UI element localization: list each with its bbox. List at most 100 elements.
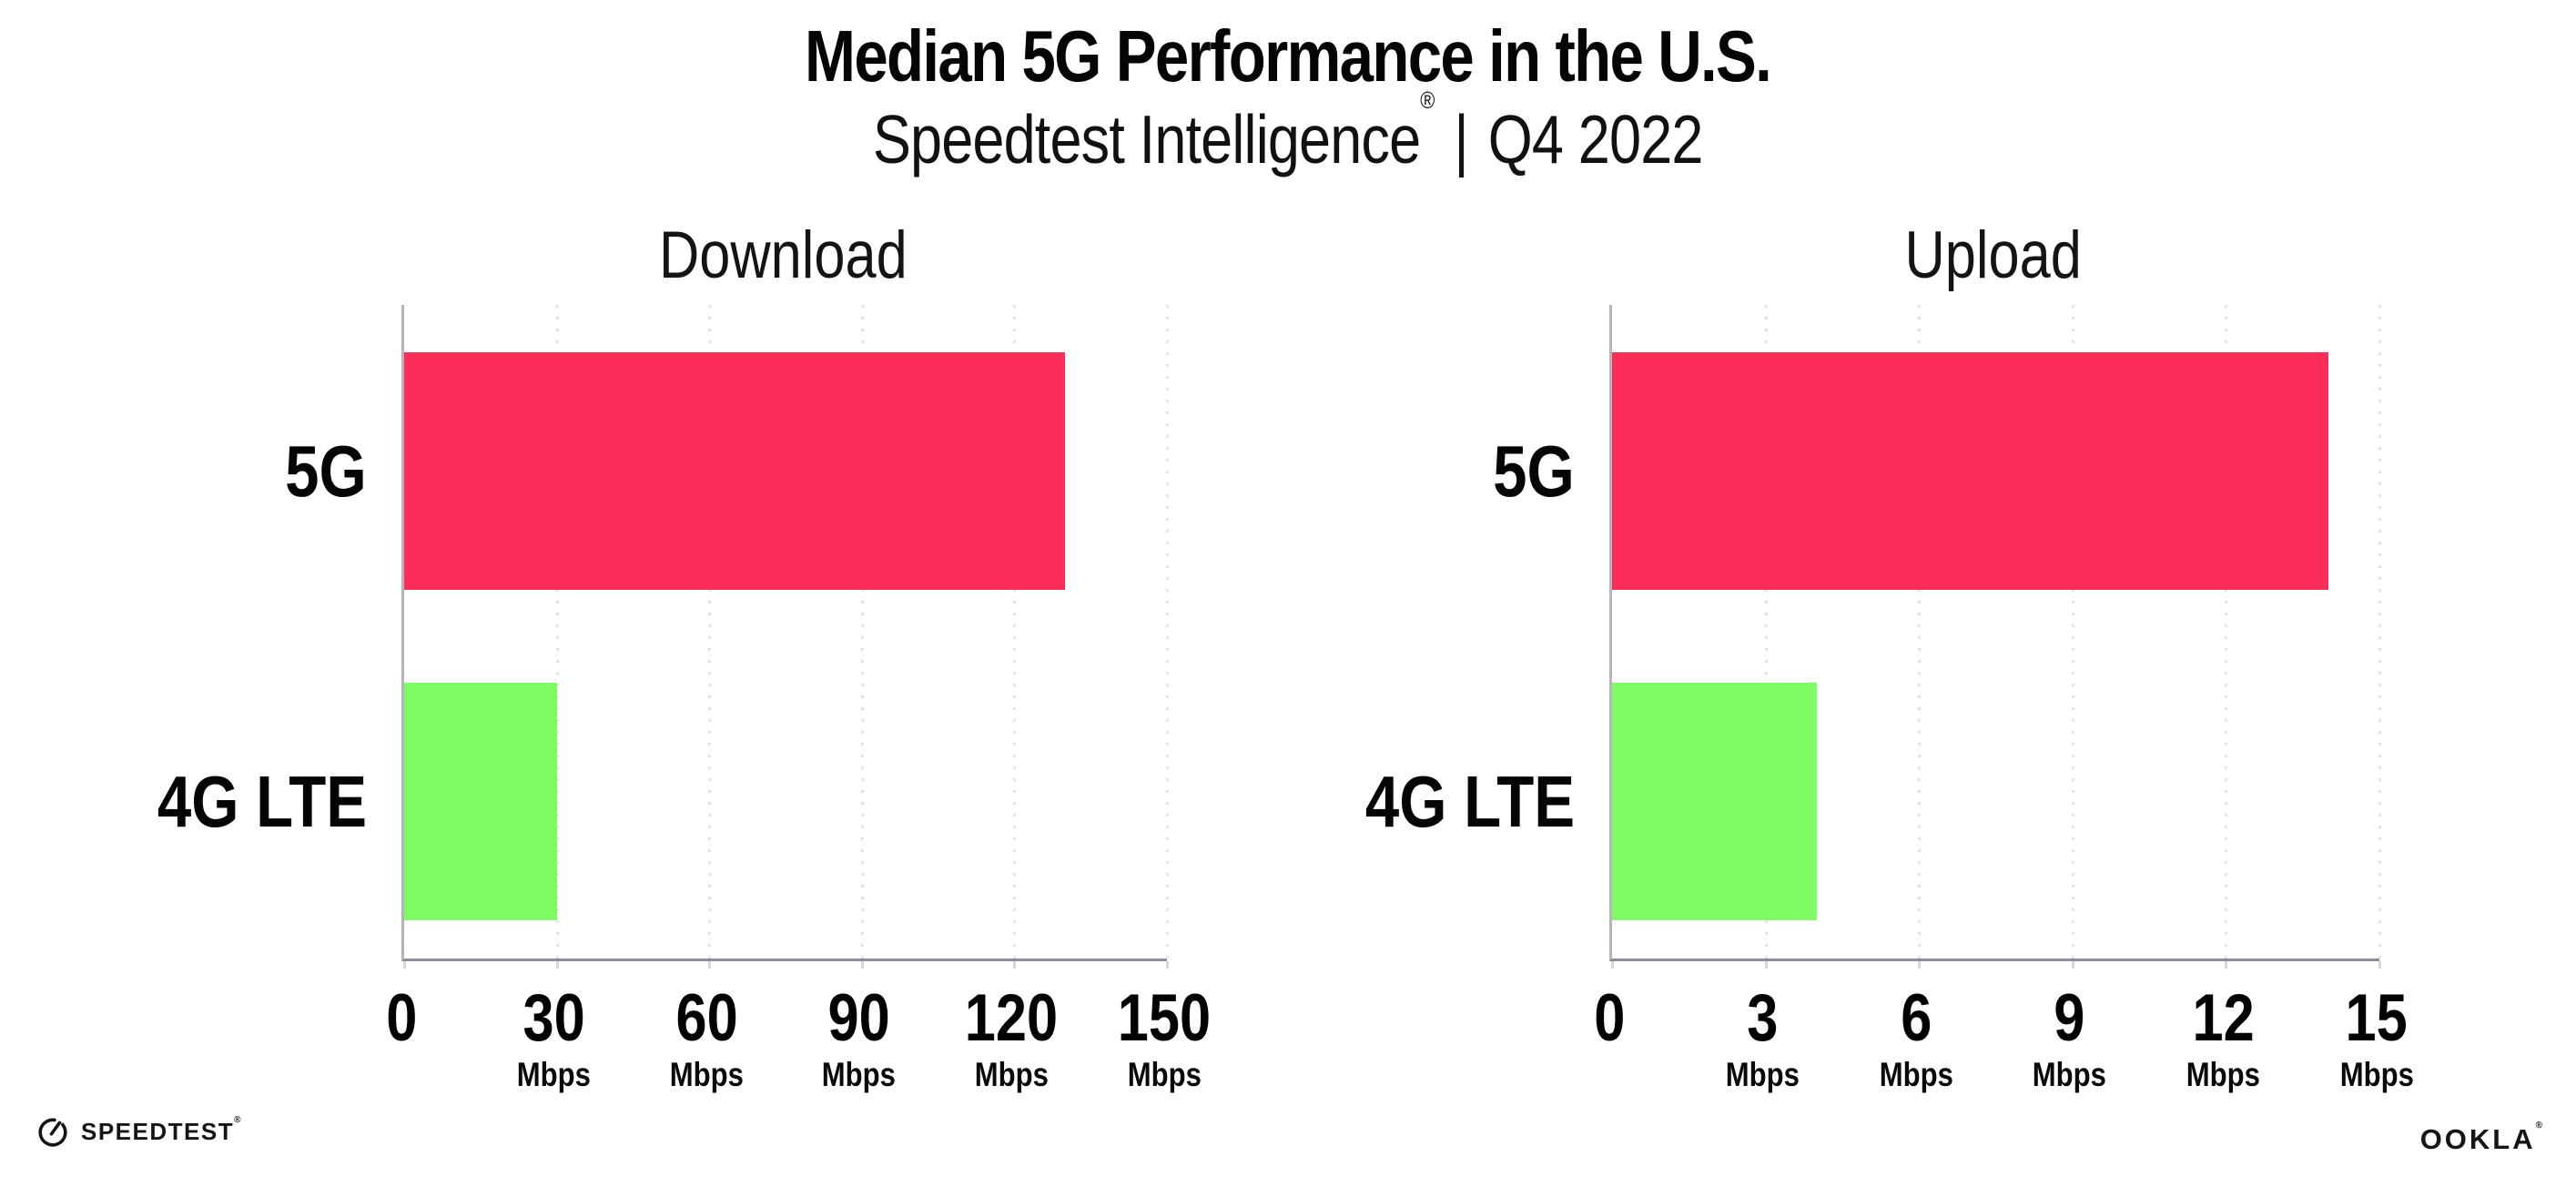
y-axis-label-text: 5G (1493, 430, 1575, 512)
panel-title-upload: Upload (1609, 222, 2377, 289)
x-tick-unit-text: Mbps (2033, 1056, 2107, 1093)
x-tick-number: 90 (759, 985, 959, 1051)
registered-mark: ® (1420, 86, 1435, 114)
gridline-3 (1764, 305, 1768, 959)
y-axis-label-5g: 5G (0, 430, 367, 512)
download-plot-area (401, 305, 1169, 969)
subtitle-period: Q4 2022 (1488, 101, 1704, 178)
x-tick-unit-text: Mbps (517, 1056, 592, 1093)
x-tick-number-text: 30 (522, 981, 585, 1055)
x-tick-15-upload: 15 Mbps (2277, 985, 2477, 1091)
x-tick-number-text: 0 (1593, 981, 1626, 1055)
x-tick-90-download: 90 Mbps (759, 985, 959, 1091)
x-tick-number-text: 9 (2054, 981, 2085, 1055)
x-tick-unit: Mbps (1064, 1058, 1264, 1091)
x-tick-number: 60 (606, 985, 806, 1051)
x-tick-unit-text: Mbps (1879, 1056, 1953, 1093)
speedometer-gauge-icon (38, 1118, 67, 1147)
x-tick-60-download: 60 Mbps (606, 985, 806, 1091)
x-tick-number: 6 (1816, 985, 2016, 1051)
gridline-15 (2378, 305, 2381, 959)
x-tick-number-text: 120 (965, 981, 1059, 1055)
x-tick-0-upload: 0 (1509, 985, 1709, 1051)
x-tick-unit: Mbps (2123, 1058, 2323, 1091)
tick-mark-12 (2225, 961, 2228, 969)
x-tick-unit-text: Mbps (822, 1056, 897, 1093)
x-tick-unit: Mbps (454, 1058, 654, 1091)
page-title: Median 5G Performance in the U.S. (0, 0, 2576, 95)
x-tick-number-text: 3 (1747, 981, 1779, 1055)
tick-mark-0 (1611, 961, 1614, 969)
tick-mark-15 (2378, 961, 2381, 969)
ookla-logo: OOKLA® (2419, 1120, 2542, 1156)
x-tick-150-download: 150 Mbps (1064, 985, 1264, 1091)
subtitle-separator: | (1454, 101, 1469, 178)
upload-plot-area (1609, 305, 2381, 969)
tick-mark-0 (403, 961, 406, 969)
bar-4g-lte-download (404, 683, 557, 920)
tick-mark-150 (1166, 961, 1169, 969)
x-tick-number: 3 (1663, 985, 1863, 1051)
x-tick-unit: Mbps (911, 1058, 1111, 1091)
y-axis-label-4g-lte: 4G LTE (0, 760, 367, 842)
page-subtitle-text: Speedtest Intelligence® | Q4 2022 (873, 87, 1704, 178)
speedtest-wordmark: SPEEDTEST® (81, 1115, 240, 1146)
x-tick-number: 0 (1509, 985, 1709, 1051)
speedtest-logo: SPEEDTEST® (36, 1115, 240, 1148)
x-tick-unit: Mbps (1816, 1058, 2016, 1091)
x-tick-number: 30 (454, 985, 654, 1051)
x-tick-number: 15 (2277, 985, 2477, 1051)
tick-mark-6 (1918, 961, 1922, 969)
y-axis-label-text: 5G (285, 430, 367, 512)
ookla-wordmark-text: OOKLA (2419, 1123, 2536, 1155)
x-tick-3-upload: 3 Mbps (1663, 985, 1863, 1091)
x-tick-unit-text: Mbps (974, 1056, 1049, 1093)
tick-mark-90 (860, 961, 864, 969)
page-subtitle: Speedtest Intelligence® | Q4 2022 (0, 87, 2576, 178)
x-tick-unit-text: Mbps (2186, 1056, 2260, 1093)
x-tick-number-text: 6 (1901, 981, 1932, 1055)
x-tick-12-upload: 12 Mbps (2123, 985, 2323, 1091)
tick-mark-30 (555, 961, 559, 969)
x-tick-unit: Mbps (1970, 1058, 2170, 1091)
x-tick-30-download: 30 Mbps (454, 985, 654, 1091)
x-tick-6-upload: 6 Mbps (1816, 985, 2016, 1091)
gridline-120 (1013, 305, 1017, 959)
x-tick-number: 12 (2123, 985, 2323, 1051)
gridline-150 (1166, 305, 1169, 959)
x-tick-number-text: 60 (675, 981, 738, 1055)
gridline-9 (2071, 305, 2074, 959)
tick-mark-60 (708, 961, 712, 969)
ookla-wordmark: OOKLA® (2419, 1120, 2542, 1155)
gridline-30 (555, 305, 559, 959)
x-tick-120-download: 120 Mbps (911, 985, 1111, 1091)
chart-header: Median 5G Performance in the U.S. Speedt… (0, 0, 2576, 176)
x-tick-unit-text: Mbps (669, 1056, 744, 1093)
chart-footer: SPEEDTEST® OOKLA® (0, 1115, 2576, 1197)
gridline-60 (708, 305, 712, 959)
gridline-12 (2225, 305, 2228, 959)
ookla-registered-mark: ® (2535, 1120, 2542, 1131)
tick-mark-3 (1764, 961, 1768, 969)
x-tick-unit: Mbps (1663, 1058, 1863, 1091)
tick-mark-9 (2071, 961, 2074, 969)
tick-mark-120 (1013, 961, 1017, 969)
page-title-text: Median 5G Performance in the U.S. (805, 15, 1772, 96)
panel-title-text: Upload (1904, 218, 2082, 292)
x-tick-unit: Mbps (2277, 1058, 2477, 1091)
speedtest-wordmark-text: SPEEDTEST (81, 1117, 235, 1145)
panel-title-download: Download (401, 222, 1164, 289)
gridline-6 (1918, 305, 1922, 959)
x-tick-number: 120 (911, 985, 1111, 1051)
x-tick-unit: Mbps (759, 1058, 959, 1091)
gridline-90 (860, 305, 864, 959)
x-tick-number-text: 15 (2345, 981, 2409, 1055)
y-axis-label-5g: 5G (1120, 430, 1575, 512)
bar-4g-lte-upload (1612, 683, 1817, 920)
x-tick-unit-text: Mbps (1726, 1056, 1800, 1093)
y-axis-label-text: 4G LTE (157, 760, 367, 842)
x-tick-0-download: 0 (301, 985, 502, 1051)
panel-title-text: Download (658, 218, 908, 292)
